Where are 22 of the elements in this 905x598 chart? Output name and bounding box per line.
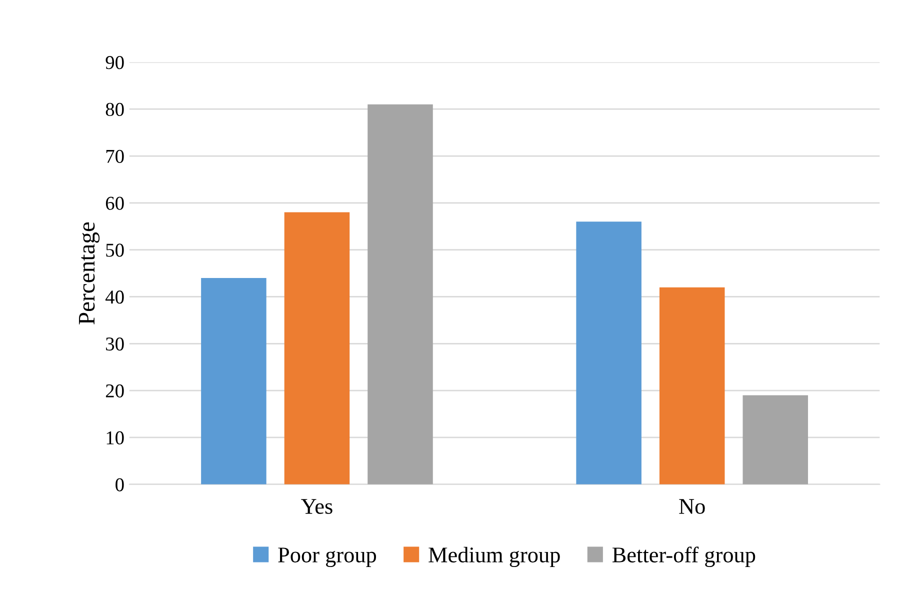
y-tick-label: 50 — [106, 244, 124, 257]
x-tick-label: Yes — [301, 499, 332, 514]
y-tick-label: 10 — [106, 431, 124, 444]
bar — [368, 104, 433, 484]
y-tick-label: 40 — [105, 290, 124, 304]
legend-label: Better-off group — [612, 546, 756, 568]
bar — [742, 395, 808, 484]
y-tick-label: 60 — [106, 196, 124, 210]
legend-label: Poor group — [278, 548, 376, 568]
y-tick-label: 80 — [106, 102, 124, 116]
y-tick-label: 70 — [106, 150, 124, 163]
x-tick-label: No — [679, 499, 705, 514]
bar — [284, 212, 350, 484]
bar — [659, 287, 725, 484]
y-tick-label: 90 — [106, 56, 124, 70]
y-tick-label: 20 — [106, 384, 124, 398]
bar — [576, 222, 642, 484]
y-tick-label: 30 — [106, 337, 124, 351]
bar — [201, 278, 266, 484]
y-tick-label: 0 — [116, 478, 124, 492]
legend-label: Medium group — [428, 546, 560, 568]
y-axis-title: Percentage — [78, 222, 100, 324]
